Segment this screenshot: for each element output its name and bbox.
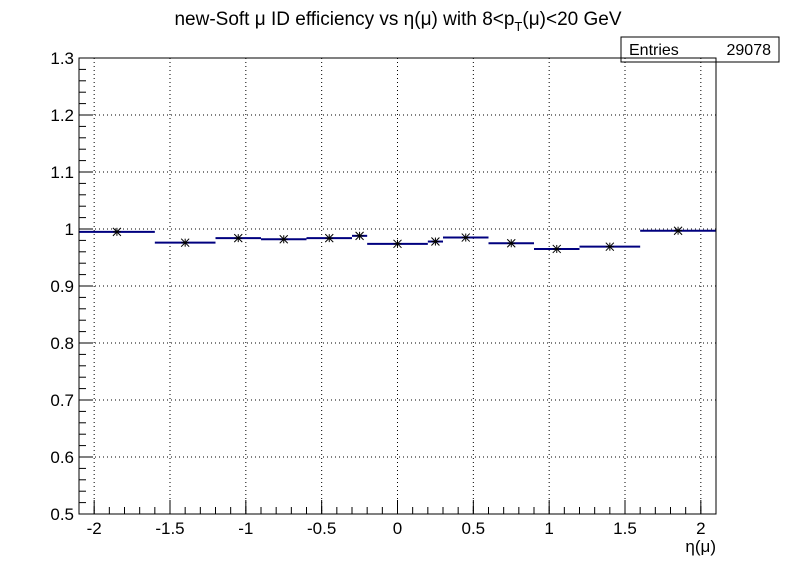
- data-point-marker: [180, 238, 190, 248]
- y-tick-label: 0.5: [50, 505, 74, 524]
- data-point-marker: [279, 234, 289, 244]
- data-point-marker: [112, 227, 122, 237]
- axis-layer: 0.5 0.6 0.7 0.8 0.9 1 1.1 1.2 1.3 -2 -1.5 -1 -0.5 0 0.…: [50, 49, 717, 538]
- x-tick-label: 1.5: [613, 519, 637, 538]
- y-tick-label: 1.2: [50, 106, 74, 125]
- y-tick-label: 0.7: [50, 391, 74, 410]
- title-part-c: (μ)<20 GeV: [522, 9, 621, 30]
- x-tick-label: 2: [696, 519, 705, 538]
- y-tick-label: 1: [65, 220, 74, 239]
- chart-title: new-Soft μ ID efficiency vs η(μ) with 8<…: [174, 9, 621, 34]
- marker-stroke: [112, 227, 122, 237]
- title-subscript: T: [514, 19, 522, 34]
- y-tick-label: 0.6: [50, 448, 74, 467]
- data-point-marker: [431, 237, 440, 246]
- data-point-marker: [552, 244, 562, 254]
- data-point-marker: [506, 238, 516, 248]
- data-point-marker: [393, 239, 402, 249]
- x-tick-label: -1: [238, 519, 253, 538]
- marker-stroke: [506, 238, 516, 248]
- marker-stroke: [393, 239, 402, 249]
- marker-stroke: [461, 233, 471, 242]
- marker-stroke: [673, 226, 683, 236]
- data-point-marker: [324, 233, 334, 243]
- x-tick-label: -1.5: [155, 519, 184, 538]
- marker-stroke: [605, 242, 615, 252]
- plot-frame: [78, 57, 717, 515]
- marker-stroke: [180, 238, 190, 248]
- data-point-marker: [673, 226, 683, 236]
- y-tick-label: 0.9: [50, 277, 74, 296]
- data-point-marker: [355, 231, 364, 241]
- title-part-b: ID efficiency vs η(μ) with 8<p: [266, 9, 515, 30]
- data-point-marker: [605, 242, 615, 252]
- stats-value: 29078: [727, 42, 772, 59]
- x-tick-label: -0.5: [307, 519, 336, 538]
- marker-stroke: [233, 233, 243, 243]
- x-tick-label: 1: [544, 519, 553, 538]
- marker-stroke: [355, 231, 364, 241]
- x-tick-label: -2: [87, 519, 102, 538]
- x-axis-label: η(μ): [685, 537, 716, 556]
- data-point-marker: [233, 233, 243, 243]
- marker-stroke: [324, 233, 334, 243]
- marker-stroke: [552, 244, 562, 254]
- y-tick-label: 1.1: [50, 163, 74, 182]
- marker-stroke: [431, 237, 440, 246]
- data-layer: [79, 226, 716, 254]
- title-mu: μ: [255, 9, 266, 30]
- y-tick-label: 1.3: [50, 49, 74, 68]
- title-part-a: new-Soft: [174, 9, 254, 30]
- x-tick-label: 0.5: [462, 519, 486, 538]
- data-point-marker: [461, 233, 471, 242]
- marker-stroke: [279, 234, 289, 244]
- y-tick-label: 0.8: [50, 334, 74, 353]
- grid-layer: [79, 58, 716, 514]
- x-tick-label: 0: [393, 519, 402, 538]
- stats-label: Entries: [629, 42, 679, 59]
